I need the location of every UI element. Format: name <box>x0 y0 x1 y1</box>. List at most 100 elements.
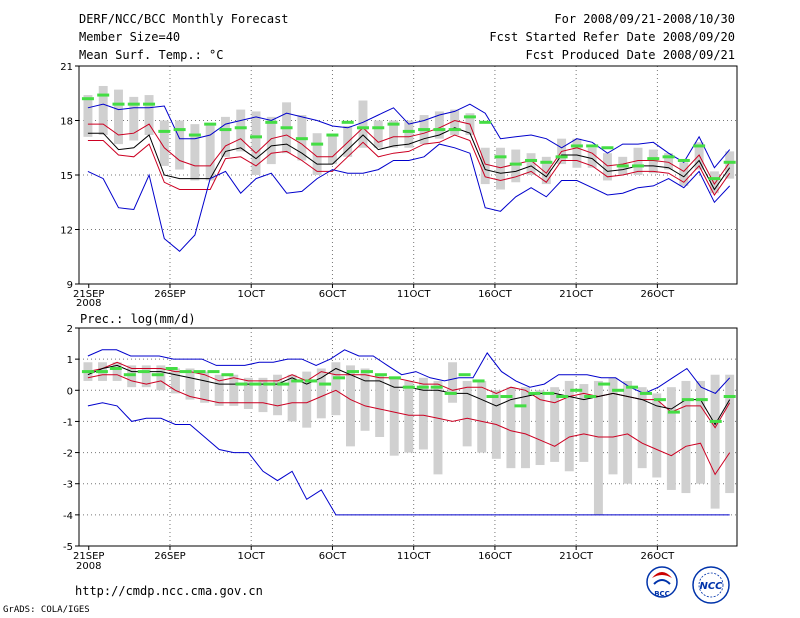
spread-bar <box>287 374 297 422</box>
spread-bar <box>170 368 180 394</box>
spread-bar <box>477 380 487 453</box>
series-line-max <box>87 349 731 395</box>
spread-bar <box>404 380 414 453</box>
spread-bar <box>652 393 662 478</box>
spread-bar <box>511 149 521 183</box>
spread-bar <box>389 377 399 456</box>
spread-bar <box>98 85 108 136</box>
spread-bar <box>266 116 276 165</box>
y-tick-label: 1 <box>67 355 73 366</box>
fcst-produced-date: Fcst Produced Date 2008/09/21 <box>525 48 735 62</box>
y-tick-label: 15 <box>60 171 73 182</box>
spread-bar <box>316 368 326 419</box>
y-tick-label: 21 <box>60 62 73 73</box>
spread-bar <box>236 109 246 152</box>
spread-bar <box>273 374 283 416</box>
spread-bar <box>564 380 574 472</box>
x-tick-label: 26OCT <box>641 289 676 300</box>
spread-bar <box>229 374 239 406</box>
spread-bar <box>331 362 341 416</box>
source-url[interactable]: http://cmdp.ncc.cma.gov.cn <box>75 584 263 598</box>
spread-bar <box>83 95 93 137</box>
precipitation-panel: -5 -4 -3 -2 -1 0 1 2 21SEP 26SEP 1OCT 6OCT 11OCT 16OC… <box>63 324 738 572</box>
spread-bar <box>633 147 643 175</box>
x-tick-label: 1OCT <box>238 289 266 300</box>
spread-bar <box>389 120 399 148</box>
y-tick-label: 0 <box>67 386 73 397</box>
spread-bar <box>243 377 253 409</box>
spread-bar <box>725 374 735 494</box>
y-tick-label: -1 <box>63 417 73 428</box>
spread-bar <box>710 374 720 509</box>
member-size: Member Size=40 <box>79 30 181 44</box>
spread-bar <box>418 377 428 450</box>
spread-bar <box>312 133 322 175</box>
spread-bar <box>200 371 210 403</box>
spread-bar <box>664 153 674 170</box>
spread-bar <box>637 387 647 469</box>
series-line-min <box>87 402 730 516</box>
y-tick-label: 12 <box>60 226 73 237</box>
spread-bar <box>175 120 185 170</box>
x-tick-label: 1OCT <box>238 551 266 562</box>
x-tick-label: 26OCT <box>641 551 676 562</box>
fcst-started-date: Fcst Started Refer Date 2008/09/20 <box>489 30 735 44</box>
series-line-p10 <box>87 134 731 196</box>
series-line-min <box>87 143 731 252</box>
x-tick-label: 11OCT <box>397 289 432 300</box>
y-tick-label: 2 <box>67 324 73 335</box>
spread-bar <box>258 377 268 413</box>
x-tick-label: 16OCT <box>478 551 513 562</box>
y-tick-label: -5 <box>63 542 73 553</box>
y-tick-label: -2 <box>63 449 73 460</box>
spread-bar <box>521 387 530 469</box>
spread-bar <box>587 147 597 168</box>
spread-bar <box>550 387 560 462</box>
spread-bar <box>679 162 689 186</box>
spread-bar <box>404 120 414 148</box>
series-line-p90 <box>87 119 731 186</box>
spread-bar <box>112 362 122 381</box>
spread-bar <box>696 380 705 484</box>
spread-bar <box>220 116 230 157</box>
spread-bar <box>156 365 166 391</box>
spread-bar <box>709 171 719 194</box>
bcc-logo-text: BCC <box>654 590 670 598</box>
grads-credit: GrADS: COLA/IGES <box>3 605 90 615</box>
spread-bar <box>205 124 215 181</box>
spread-bar <box>648 149 658 174</box>
spread-bar <box>159 120 169 166</box>
x-tick-label: 21SEP <box>73 551 104 562</box>
spread-bar <box>433 380 443 475</box>
spread-bar <box>127 365 137 388</box>
x-tick-label: 16OCT <box>478 289 513 300</box>
x-tick-label: 21OCT <box>559 289 594 300</box>
series-line-max <box>87 103 731 169</box>
spread-bar <box>623 380 633 484</box>
chart-title: DERF/NCC/BCC Monthly Forecast <box>79 12 289 26</box>
spread-bar <box>496 147 505 190</box>
spread-bar <box>666 387 676 490</box>
y-tick-label: 18 <box>60 117 73 128</box>
y-tick-label: -4 <box>63 511 73 522</box>
spread-bar <box>343 125 353 157</box>
spread-bar <box>358 100 368 148</box>
x-tick-label: 6OCT <box>319 289 347 300</box>
spread-bar <box>572 138 582 168</box>
x-tick-label: 11OCT <box>397 551 432 562</box>
spread-bar <box>185 368 195 400</box>
spread-bar <box>327 135 337 165</box>
spread-bar <box>373 120 383 148</box>
spread-bar <box>526 153 536 175</box>
temperature-panel: 9 12 15 18 21 21SEP 26SEP 1OCT 6OCT 11OCT 16OCT 21O… <box>60 62 738 309</box>
spread-bar <box>144 95 154 136</box>
x-sub-label: 2008 <box>76 561 101 572</box>
spread-bar <box>462 380 472 447</box>
spread-bar <box>593 380 603 515</box>
y-tick-label: -3 <box>63 480 73 491</box>
spread-bar <box>480 147 490 185</box>
spread-bar <box>608 377 618 475</box>
spread-bar <box>251 111 261 175</box>
precip-label: Prec.: log(mm/d) <box>80 312 196 326</box>
